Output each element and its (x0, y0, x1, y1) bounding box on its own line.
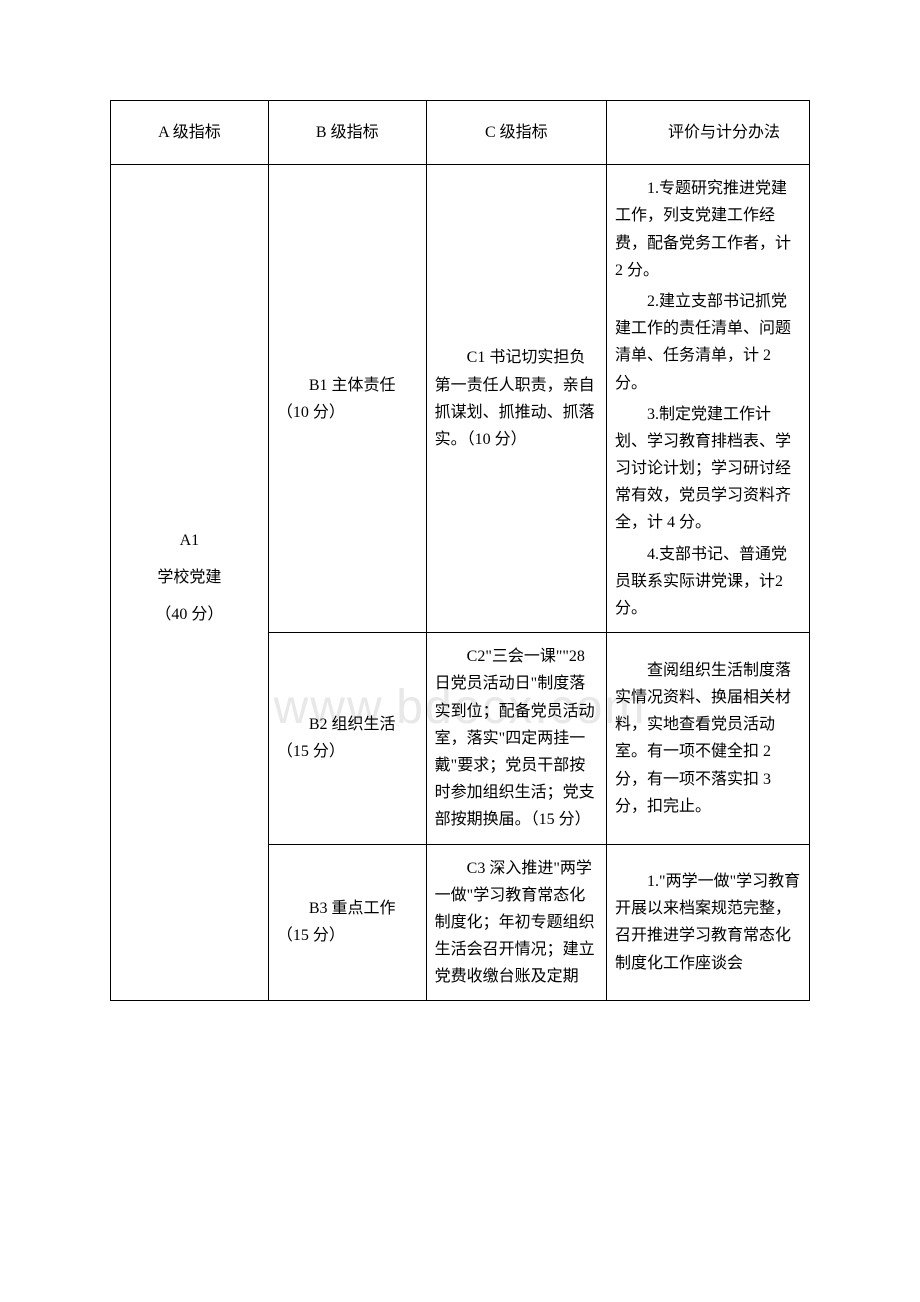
table-row: A1 学校党建 （40 分） B1 主体责任（10 分） C1 书记切实担负第一… (111, 165, 810, 633)
cell-b2: B2 组织生活（15 分） (268, 633, 426, 844)
cell-b3: B3 重点工作（15 分） (268, 844, 426, 1001)
cell-b1: B1 主体责任（10 分） (268, 165, 426, 633)
cell-d3: 1."两学一做"学习教育开展以来档案规范完整，召开推进学习教育常态化制度化工作座… (607, 844, 810, 1001)
cell-d1: 1.专题研究推进党建工作，列支党建工作经费，配备党务工作者，计 2 分。 2.建… (607, 165, 810, 633)
cell-c2: C2"三会一课""28 日党员活动日"制度落实到位；配备党员活动室，落实"四定两… (426, 633, 606, 844)
column-header-d: 评价与计分办法 (607, 101, 810, 165)
column-header-b: B 级指标 (268, 101, 426, 165)
cell-c1: C1 书记切实担负第一责任人职责，亲自抓谋划、抓推动、抓落实。（10 分） (426, 165, 606, 633)
cell-d2: 查阅组织生活制度落实情况资料、换届相关材料，实地查看党员活动室。有一项不健全扣 … (607, 633, 810, 844)
evaluation-table: A 级指标 B 级指标 C 级指标 评价与计分办法 A1 学校党建 （40 分）… (110, 100, 810, 1001)
cell-a1: A1 学校党建 （40 分） (111, 165, 269, 1001)
column-header-a: A 级指标 (111, 101, 269, 165)
table-header-row: A 级指标 B 级指标 C 级指标 评价与计分办法 (111, 101, 810, 165)
column-header-c: C 级指标 (426, 101, 606, 165)
cell-c3: C3 深入推进"两学一做"学习教育常态化制度化；年初专题组织生活会召开情况；建立… (426, 844, 606, 1001)
